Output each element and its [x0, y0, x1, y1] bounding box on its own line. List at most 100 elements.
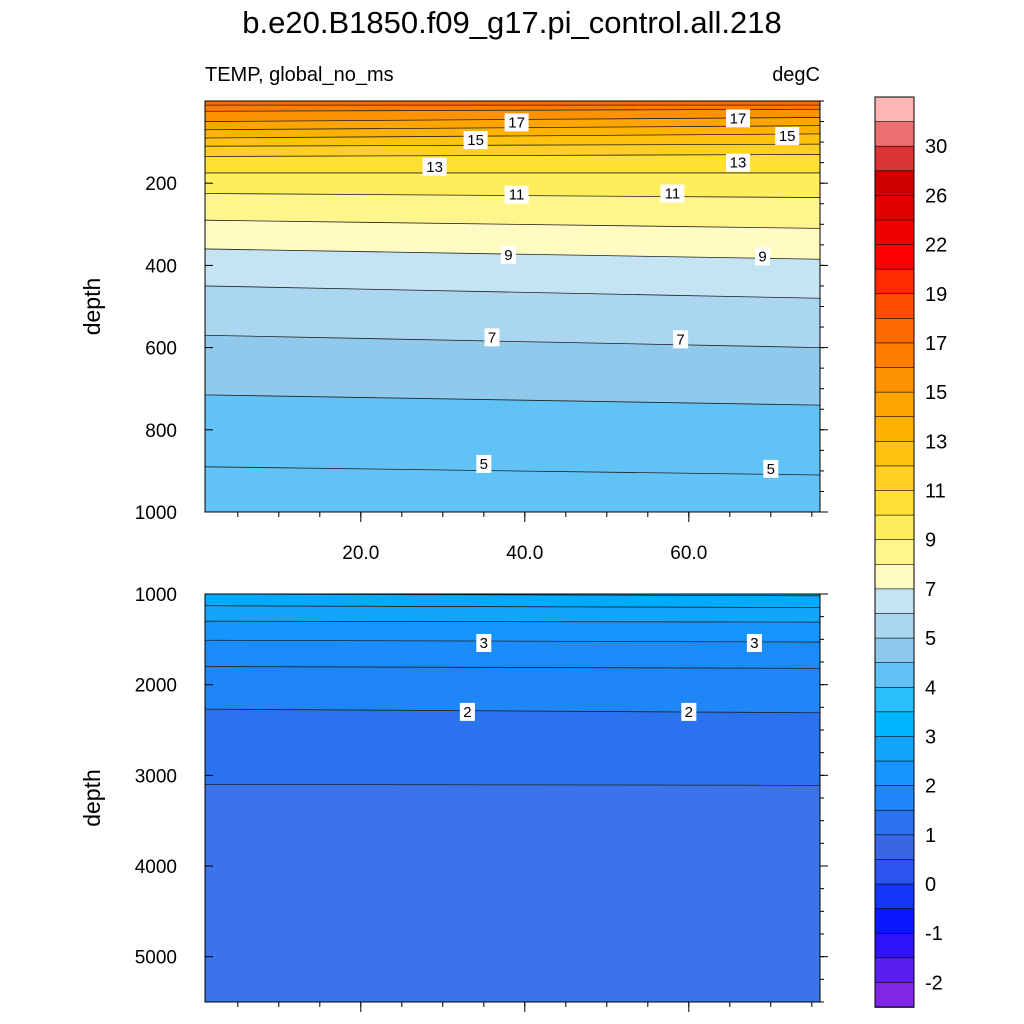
y-tick-label: 5000: [135, 948, 177, 969]
y-tick-label: 400: [145, 256, 177, 277]
upper-panel: 17 17 15 15 13 13 11 11 9 9 7 7 5 5 200 400 600 800 1000 20…: [79, 100, 828, 564]
colorbar-box: [874, 195, 915, 221]
colorbar-box: [874, 490, 915, 516]
colorbar-label: 1: [925, 825, 936, 847]
contour-line-14: [204, 143, 821, 147]
colorbar: 30 26 22 19 17 15 13 11 9 7 5 4 3 2 1 0 -1 -2: [874, 96, 947, 1008]
contour-label: 15: [467, 132, 484, 149]
y-tick-label: 1000: [135, 585, 177, 606]
colorbar-box: [874, 514, 915, 541]
contour-label: 15: [779, 128, 796, 145]
y-tick-label: 3000: [135, 766, 177, 787]
contour-label: 17: [730, 110, 747, 127]
contour-label: 2: [463, 704, 471, 721]
colorbar-box: [874, 834, 915, 861]
contour-label-bg: [504, 113, 529, 132]
colorbar-box: [874, 441, 915, 467]
contour-label-bg: [755, 247, 771, 266]
colorbar-box: [874, 391, 915, 418]
colorbar-box: [874, 908, 915, 935]
contour-label-bg: [500, 246, 516, 265]
contour-label-bg: [459, 702, 475, 721]
colorbar-label: 2: [925, 776, 936, 798]
colorbar-box: [874, 859, 915, 885]
colorbar-box: [874, 96, 915, 123]
colorbar-label: 26: [925, 185, 947, 207]
contour-line-3.2: [204, 620, 821, 623]
contour-label-bg: [504, 185, 529, 204]
contour-label-bg: [673, 330, 689, 349]
colorbar-box: [874, 588, 915, 615]
colorbar-box: [874, 121, 915, 147]
colorbar-box: [874, 760, 915, 787]
colorbar-frame: [874, 96, 915, 1008]
contour-label-bg: [726, 153, 750, 172]
y-tick-label: 600: [145, 339, 177, 360]
x-tick-label: 60.0: [670, 543, 707, 564]
y-tick-label: 800: [145, 421, 177, 442]
contour-label: 9: [504, 247, 512, 264]
y-tick-label: 4000: [135, 857, 177, 878]
contour-label: 3: [750, 635, 758, 652]
colorbar-label: 11: [925, 481, 946, 503]
colorbar-label: 22: [925, 235, 947, 257]
contour-label: 17: [508, 114, 525, 131]
contour-line-13: [204, 154, 821, 157]
colorbar-label: -2: [925, 972, 943, 994]
lower-panel: 3 3 2 2 1000 2000 3000 4000 5000 depth: [79, 585, 828, 1012]
colorbar-box: [874, 711, 915, 738]
contour-label-bg: [476, 633, 492, 652]
contour-label: 5: [767, 461, 775, 478]
contour-label-bg: [463, 131, 488, 150]
colorbar-label: 13: [925, 431, 947, 453]
contour-line-2: [204, 708, 821, 714]
contour-band-1.5: [205, 784, 820, 1002]
colorbar-box: [874, 957, 915, 984]
contour-line-18: [204, 108, 821, 112]
colorbar-box: [874, 342, 915, 369]
colorbar-label: 4: [925, 677, 936, 699]
chart-title: b.e20.B1850.f09_g17.pi_control.all.218: [242, 5, 782, 40]
contour-label-bg: [763, 459, 779, 478]
contour-label-bg: [660, 184, 685, 203]
contour-label-bg: [681, 702, 697, 721]
contour-line-15: [204, 133, 821, 139]
colorbar-label: 17: [925, 333, 947, 355]
contour-label: 11: [509, 187, 525, 204]
colorbar-box: [874, 539, 915, 566]
contour-line-1.5: [204, 784, 821, 786]
contour-label: 9: [758, 248, 766, 265]
y-axis-label: depth: [79, 278, 105, 336]
contour-line-8: [204, 285, 821, 299]
colorbar-box: [874, 686, 915, 713]
contour-label-bg: [484, 328, 500, 347]
colorbar-label: 5: [925, 628, 936, 650]
contour-label: 7: [676, 331, 684, 348]
contour-line-3: [204, 639, 821, 643]
x-tick-label: 20.0: [342, 543, 379, 564]
colorbar-box: [874, 736, 915, 762]
variable-label: TEMP, global_no_ms: [205, 64, 394, 86]
colorbar-box: [874, 613, 915, 639]
contour-band-5: [205, 466, 820, 512]
colorbar-box: [874, 367, 915, 393]
colorbar-box: [874, 416, 915, 443]
colorbar-box: [874, 637, 915, 664]
colorbar-box: [874, 465, 915, 492]
colorbar-label: 3: [925, 726, 936, 748]
contour-line-6: [204, 394, 821, 406]
colorbar-label: 7: [925, 579, 936, 601]
colorbar-box: [874, 883, 915, 910]
colorbar-box: [874, 219, 915, 246]
colorbar-box: [874, 662, 915, 689]
contour-line-7: [204, 334, 821, 348]
contour-label: 11: [665, 185, 681, 202]
contour-label: 13: [426, 159, 443, 176]
colorbar-label: 9: [925, 530, 936, 552]
contour-label: 13: [730, 155, 747, 172]
contour-line-2.5: [204, 666, 821, 669]
colorbar-label: 19: [925, 284, 947, 306]
contour-label: 7: [488, 329, 496, 346]
contour-label: 3: [480, 635, 488, 652]
